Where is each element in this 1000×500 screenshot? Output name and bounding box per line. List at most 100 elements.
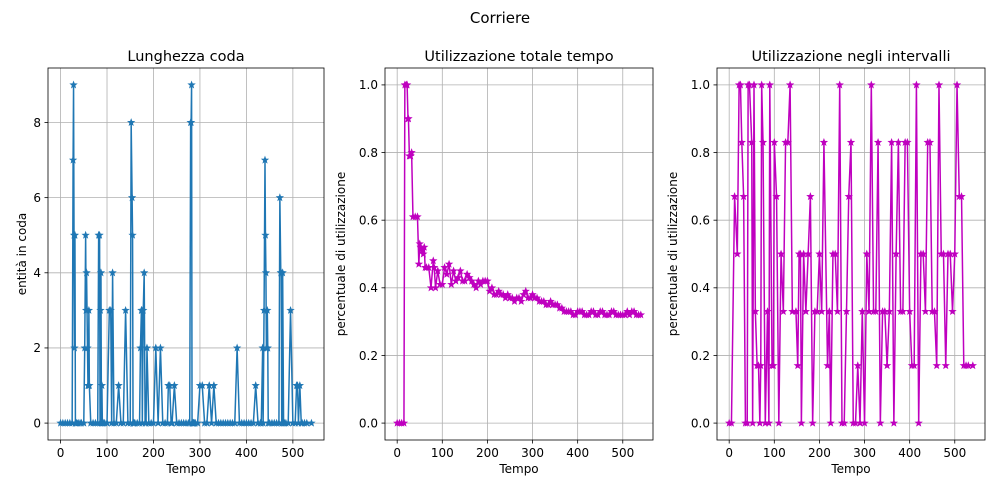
data-point-marker (170, 381, 179, 390)
data-point-marker (779, 307, 788, 316)
data-point-marker (636, 310, 645, 319)
data-point-marker (258, 343, 267, 352)
x-tick-label: 0 (393, 446, 401, 460)
data-point-marker (429, 263, 439, 272)
y-tick-label: 0.8 (691, 146, 710, 160)
data-point-marker (737, 138, 746, 146)
y-tick-label: 8 (33, 116, 41, 130)
y-tick-label: 0.2 (691, 349, 710, 363)
data-point-marker (284, 418, 293, 427)
data-point-marker (126, 118, 136, 127)
data-point-marker (739, 192, 748, 201)
data-point-marker (557, 303, 567, 312)
data-point-marker (415, 239, 424, 248)
x-tick-label: 200 (142, 446, 165, 460)
data-point-marker (119, 418, 128, 427)
data-point-marker (469, 280, 479, 288)
data-point-marker (514, 293, 524, 302)
data-point-marker (307, 418, 316, 427)
data-point-marker (429, 256, 438, 265)
data-point-marker (791, 307, 801, 316)
data-point-marker (142, 343, 152, 352)
data-point-marker (291, 418, 300, 427)
data-point-marker (763, 307, 772, 316)
x-tick-label: 0 (725, 446, 733, 460)
data-point-marker (796, 249, 805, 258)
data-point-marker (765, 80, 774, 89)
data-point-marker (447, 280, 456, 288)
data-point-marker (785, 80, 795, 89)
data-point-marker (808, 418, 817, 427)
data-point-marker (96, 305, 105, 314)
data-point-marker (193, 418, 202, 427)
x-tick-label: 200 (476, 446, 499, 460)
data-point-marker (788, 307, 797, 316)
data-point-marker (776, 249, 786, 258)
data-point-marker (858, 307, 867, 316)
x-tick-label: 300 (853, 446, 876, 460)
data-point-marker (566, 307, 576, 316)
data-point-marker (825, 307, 834, 316)
data-point-marker (258, 418, 268, 427)
data-point-marker (424, 263, 433, 272)
data-point-marker (165, 381, 174, 390)
data-point-marker (840, 418, 849, 427)
data-point-marker (114, 381, 123, 390)
axes-frame (716, 67, 986, 441)
data-point-marker (815, 249, 824, 258)
x-axis-label: Tempo (498, 462, 538, 476)
data-point-marker (891, 249, 901, 258)
data-point-marker (880, 307, 890, 316)
data-point-marker (449, 266, 458, 275)
data-point-marker (873, 138, 883, 146)
data-point-marker (471, 283, 481, 292)
subplot-3: 0 100 200 300 400 500 0.0 0.2 0.4 0.6 0.8 1.0 Utiliz… (666, 49, 986, 476)
data-point-marker (932, 361, 941, 370)
data-point-marker (747, 138, 756, 146)
data-point-marker (404, 114, 413, 123)
data-point-marker (853, 361, 862, 370)
data-point-marker (532, 293, 542, 302)
data-point-marker (406, 151, 415, 160)
x-axis-label: Tempo (830, 462, 870, 476)
data-point-marker (413, 212, 422, 221)
data-point-marker (823, 361, 832, 370)
data-point-marker (302, 418, 311, 427)
y-tick-label: 0 (33, 416, 41, 430)
data-point-marker (842, 307, 851, 316)
data-point-marker (140, 268, 149, 277)
data-point-marker (156, 343, 165, 352)
data-point-marker (797, 418, 806, 427)
subplot-title: Utilizzazione negli intervalli (751, 49, 950, 65)
x-tick-label: 300 (188, 446, 211, 460)
data-point-marker (629, 307, 639, 316)
data-point-marker (862, 249, 871, 258)
x-tick-label: 200 (808, 446, 831, 460)
y-tick-label: 0.6 (359, 213, 378, 227)
data-point-marker (102, 418, 112, 427)
data-point-marker (209, 381, 219, 390)
x-tick-label: 500 (611, 446, 634, 460)
data-point-marker (758, 138, 768, 146)
data-point-marker (202, 418, 212, 427)
data-point-marker (82, 268, 91, 277)
data-point-marker (465, 273, 474, 282)
data-point-marker (205, 381, 214, 390)
x-tick-label: 400 (566, 446, 589, 460)
data-point-marker (249, 418, 258, 427)
data-point-marker (736, 80, 745, 89)
y-tick-label: 0.6 (691, 213, 710, 227)
data-point-marker (460, 276, 470, 285)
data-point-marker (494, 286, 503, 295)
data-point-marker (70, 343, 79, 352)
data-point-marker (431, 283, 440, 292)
data-point-marker (623, 307, 632, 316)
data-point-marker (517, 296, 526, 305)
data-point-marker (483, 276, 492, 285)
data-point-marker (508, 293, 517, 302)
data-point-marker (128, 230, 137, 239)
data-point-marker (438, 280, 447, 288)
data-point-marker (864, 307, 874, 316)
x-tick-label: 100 (96, 446, 119, 460)
data-point-marker (419, 249, 428, 258)
